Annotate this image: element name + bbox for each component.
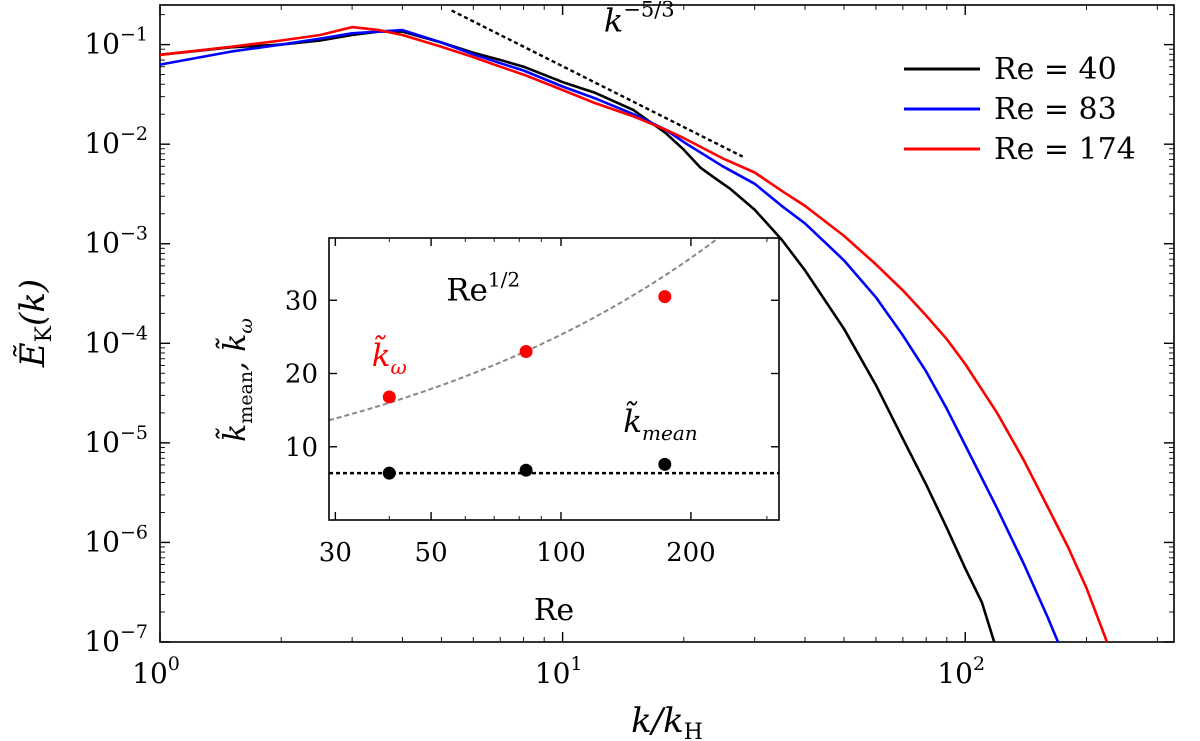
inset-annotation-subscript: mean [642, 421, 698, 445]
inset-annotation-text: k̃ [372, 335, 391, 374]
slope-label: k−5/3 [604, 0, 675, 40]
y-tick-base: 10 [84, 227, 120, 260]
x-tick-exponent: 2 [973, 653, 985, 675]
legend-label: Re = 40 [994, 52, 1117, 87]
y-tick-exponent: −6 [120, 521, 148, 543]
y-tick-label: 10−1 [84, 24, 148, 61]
inset-annotation: k̃mean [623, 401, 697, 445]
inset-data-point [519, 345, 533, 359]
slope-label-base: k [604, 2, 623, 40]
y-tick-base: 10 [84, 28, 120, 61]
inset-axes-frame [328, 237, 780, 521]
x-tick-base: 10 [937, 657, 973, 690]
y-tick-label: 10−7 [84, 621, 148, 658]
y-tick-label: 10−5 [84, 422, 148, 459]
x-tick-base: 10 [132, 657, 168, 690]
inset-y-tick-label: 30 [285, 286, 318, 316]
inset-annotation-subscript: ω [391, 355, 407, 379]
inset-x-axis-label: Re [534, 593, 574, 628]
inset-data-point [519, 463, 533, 477]
series-line-re-83 [159, 28, 1060, 643]
x-tick-base: 10 [535, 657, 571, 690]
main-annotations: k−5/3 [451, 0, 744, 158]
inset-annotation-text: Re [446, 272, 488, 308]
main-axes-frame [159, 4, 1175, 643]
inset-y-tick-label: 10 [285, 433, 318, 463]
x-tick-label: 102 [937, 653, 985, 690]
y-tick-label: 10−6 [84, 521, 148, 558]
y-tick-exponent: −1 [120, 24, 148, 46]
inset-content: Re1/2k̃ωk̃mean [329, 238, 779, 480]
y-tick-base: 10 [84, 326, 120, 359]
inset-x-tick-label: 50 [415, 538, 448, 568]
y-tick-label: 10−4 [84, 322, 148, 359]
y-tick-exponent: −7 [120, 621, 148, 643]
inset-x-tick-label: 30 [319, 538, 352, 568]
inset-x-tick-label: 200 [666, 538, 716, 568]
inset-ticks: 30 50 100 200 10 20 30 [285, 238, 779, 568]
legend-label: Re = 83 [994, 92, 1117, 127]
legend: Re = 40 Re = 83 Re = 174 [904, 52, 1136, 167]
y-tick-base: 10 [84, 426, 120, 459]
inset-data-point [658, 457, 672, 471]
y-tick-exponent: −4 [120, 322, 148, 344]
inset-annotation-text: k̃ [623, 401, 642, 440]
main-x-axis-label: k/kH [631, 701, 703, 741]
inset-y-tick-label: 20 [285, 360, 318, 390]
main-y-axis-label: ẼK(k) [13, 279, 57, 368]
series-line-re-174 [159, 25, 1109, 643]
x-tick-label: 100 [132, 653, 180, 690]
y-tick-label: 10−2 [84, 123, 148, 160]
y-tick-base: 10 [84, 525, 120, 558]
inset-plot-area [329, 238, 779, 475]
slope-reference-line [451, 9, 744, 158]
inset-y-axis-label: k̃mean, k̃ω [215, 318, 257, 442]
main-series-group [159, 25, 1109, 643]
inset-annotation: Re1/2 [446, 267, 520, 308]
inset-data-point [382, 466, 396, 480]
slope-label-exponent: −5/3 [623, 0, 674, 22]
y-tick-label: 10−3 [84, 223, 148, 260]
inset-x-tick-label: 100 [536, 538, 586, 568]
x-tick-exponent: 1 [570, 653, 582, 675]
y-tick-base: 10 [84, 625, 120, 658]
inset-data-point [382, 390, 396, 404]
y-tick-exponent: −5 [120, 422, 148, 444]
y-tick-base: 10 [84, 127, 120, 160]
y-tick-exponent: −2 [120, 123, 148, 145]
inset-annotation-exponent: 1/2 [488, 267, 520, 291]
inset-data-point [658, 290, 672, 304]
inset-annotation: k̃ω [372, 335, 407, 379]
x-tick-exponent: 0 [168, 653, 180, 675]
legend-label: Re = 174 [994, 132, 1136, 167]
y-tick-exponent: −3 [120, 223, 148, 245]
x-tick-label: 101 [535, 653, 583, 690]
